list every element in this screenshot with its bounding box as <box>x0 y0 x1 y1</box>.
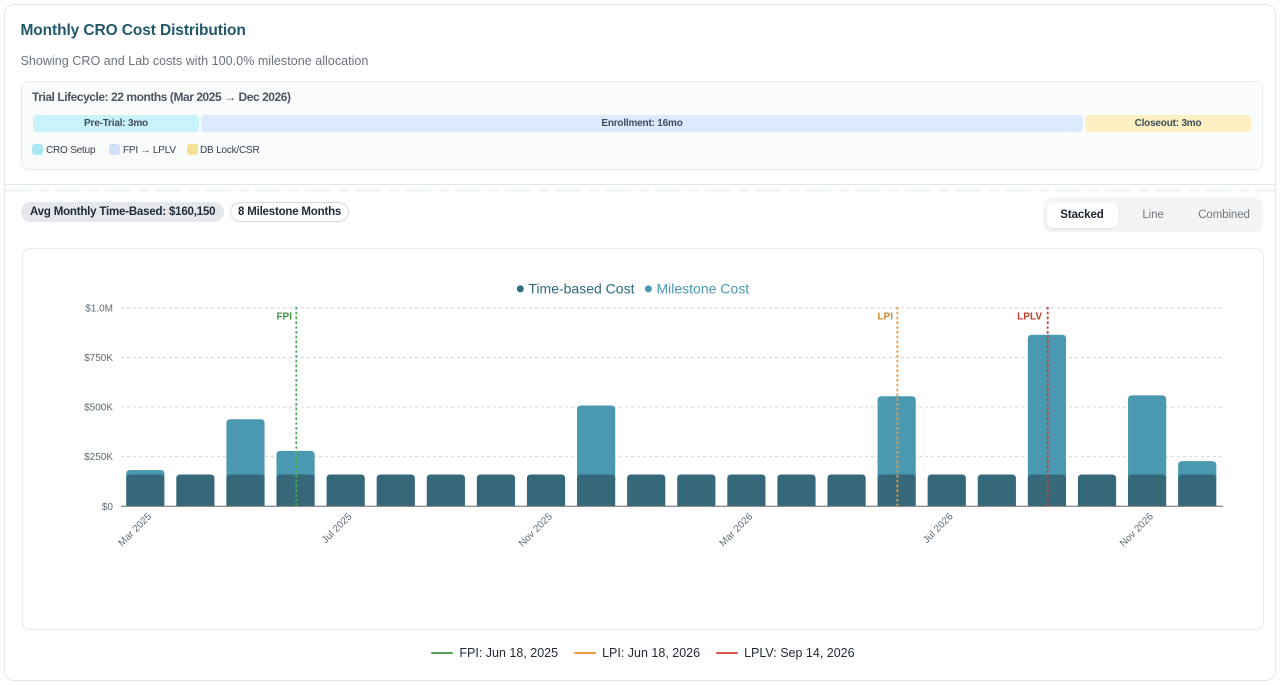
svg-text:Time-based Cost: Time-based Cost <box>528 280 634 296</box>
svg-text:$750K: $750K <box>84 353 113 364</box>
svg-text:LPI: LPI <box>877 311 893 322</box>
svg-text:$1.0M: $1.0M <box>85 303 113 314</box>
svg-text:$500K: $500K <box>84 403 113 414</box>
svg-text:Jul 2025: Jul 2025 <box>320 511 355 546</box>
svg-text:FPI: FPI <box>276 311 292 322</box>
svg-text:Nov 2026: Nov 2026 <box>1118 511 1156 549</box>
svg-text:$0: $0 <box>102 502 114 513</box>
svg-text:Mar 2025: Mar 2025 <box>117 511 155 549</box>
svg-text:Jul 2026: Jul 2026 <box>921 511 956 546</box>
svg-text:Milestone Cost: Milestone Cost <box>657 280 750 296</box>
svg-text:Mar 2026: Mar 2026 <box>718 511 756 549</box>
svg-text:LPLV: LPLV <box>1017 311 1042 322</box>
svg-text:Nov 2025: Nov 2025 <box>517 511 555 549</box>
svg-text:$250K: $250K <box>84 452 113 463</box>
